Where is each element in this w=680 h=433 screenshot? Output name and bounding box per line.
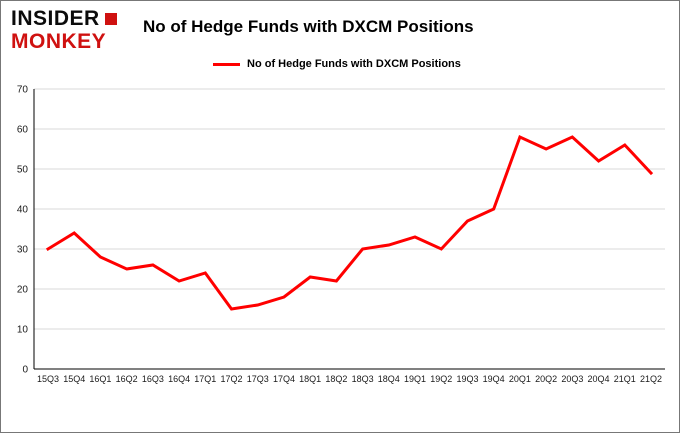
x-tick-label: 20Q1 — [509, 374, 531, 384]
logo-text-monkey: MONKEY — [11, 30, 107, 53]
y-tick-label: 70 — [17, 85, 29, 96]
x-tick-label: 19Q1 — [404, 374, 426, 384]
chart-title: No of Hedge Funds with DXCM Positions — [143, 17, 474, 36]
legend-label: No of Hedge Funds with DXCM Positions — [247, 58, 461, 70]
x-tick-label: 18Q2 — [325, 374, 347, 384]
x-tick-label: 17Q4 — [273, 374, 295, 384]
chart-legend: No of Hedge Funds with DXCM Positions — [213, 58, 461, 70]
x-tick-label: 16Q3 — [142, 374, 164, 384]
y-tick-label: 60 — [17, 125, 29, 136]
x-tick-label: 18Q4 — [378, 374, 400, 384]
x-tick-label: 17Q2 — [221, 374, 243, 384]
x-tick-label: 20Q4 — [588, 374, 610, 384]
x-tick-label: 15Q3 — [37, 374, 59, 384]
x-tick-label: 17Q3 — [247, 374, 269, 384]
x-tick-label: 17Q1 — [194, 374, 216, 384]
x-tick-label: 21Q1 — [614, 374, 636, 384]
y-tick-label: 50 — [17, 165, 29, 176]
x-tick-label: 15Q4 — [63, 374, 85, 384]
x-tick-label: 19Q3 — [456, 374, 478, 384]
insider-monkey-logo: INSIDER MONKEY — [11, 7, 117, 53]
y-tick-label: 40 — [17, 205, 29, 216]
x-tick-label: 16Q2 — [116, 374, 138, 384]
legend-line-swatch — [213, 62, 240, 66]
x-tick-label: 20Q2 — [535, 374, 557, 384]
x-tick-label: 16Q1 — [89, 374, 111, 384]
x-tick-label: 20Q3 — [561, 374, 583, 384]
x-tick-label: 18Q3 — [352, 374, 374, 384]
y-tick-label: 30 — [17, 245, 29, 256]
y-tick-label: 20 — [17, 285, 29, 296]
x-tick-label: 18Q1 — [299, 374, 321, 384]
logo-text-insider: INSIDER — [11, 7, 100, 30]
x-tick-label: 19Q2 — [430, 374, 452, 384]
x-tick-label: 19Q4 — [483, 374, 505, 384]
x-tick-label: 16Q4 — [168, 374, 190, 384]
y-tick-label: 10 — [17, 325, 29, 336]
y-tick-label: 0 — [22, 365, 28, 376]
x-tick-label: 21Q2 — [640, 374, 662, 384]
logo-red-square-icon — [104, 12, 117, 25]
series-line — [45, 134, 654, 311]
